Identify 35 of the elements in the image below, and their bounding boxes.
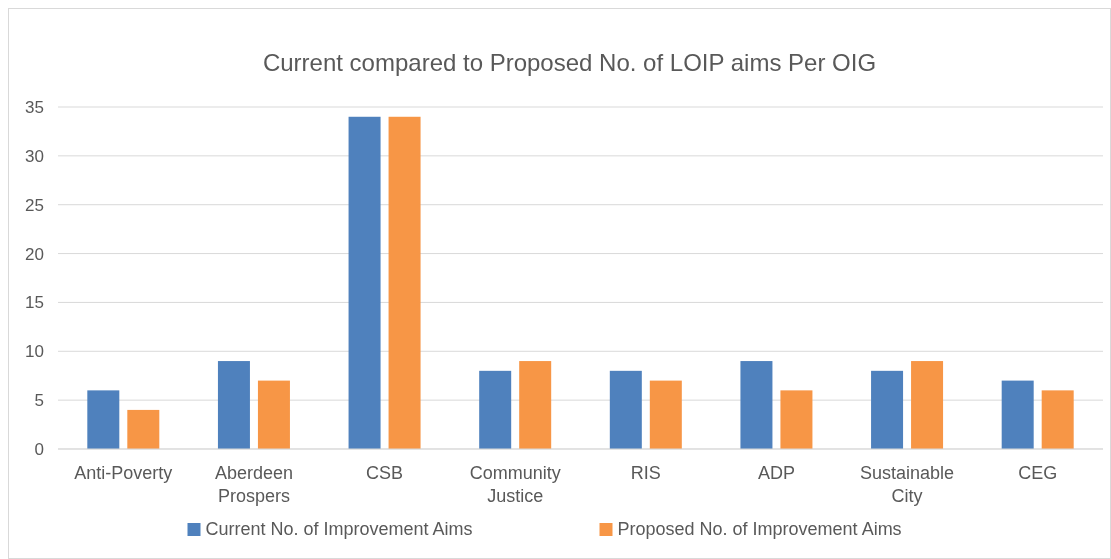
bar xyxy=(519,361,552,449)
bar xyxy=(87,390,120,449)
x-tick-label: CSB xyxy=(366,463,404,483)
y-tick-label: 35 xyxy=(25,97,44,117)
bar xyxy=(217,361,250,449)
x-tick-label: Anti-Poverty xyxy=(74,463,173,483)
bar xyxy=(1041,390,1074,449)
bar xyxy=(257,380,290,449)
x-tick-label: Sustainable City xyxy=(860,463,955,506)
y-tick-label: 10 xyxy=(25,342,44,362)
bar xyxy=(127,409,160,449)
x-tick-label: Community Justice xyxy=(469,463,561,506)
y-tick-label: 15 xyxy=(25,293,44,313)
x-tick-label: RIS xyxy=(630,463,661,483)
bar xyxy=(348,116,381,449)
bar xyxy=(911,361,944,449)
x-tick-label: CEG xyxy=(1018,463,1058,483)
bar xyxy=(479,370,512,449)
y-tick-label: 5 xyxy=(34,391,44,411)
y-tick-label: 20 xyxy=(25,244,44,264)
bar xyxy=(649,380,682,449)
bar xyxy=(740,361,773,449)
bar xyxy=(609,370,642,449)
legend-label: Proposed No. of Improvement Aims xyxy=(617,519,902,539)
y-tick-label: 25 xyxy=(25,195,44,215)
chart-title: Current compared to Proposed No. of LOIP aims Per OIG xyxy=(262,49,877,76)
legend-label: Current No. of Improvement Aims xyxy=(205,519,473,539)
bar xyxy=(1001,380,1034,449)
x-tick-label: ADP xyxy=(757,463,795,483)
bar xyxy=(388,116,421,449)
x-tick-label: Aberdeen Prospers xyxy=(214,463,293,506)
bar xyxy=(871,370,904,449)
y-tick-label: 30 xyxy=(25,146,44,166)
y-tick-label: 0 xyxy=(34,439,44,459)
bar xyxy=(780,390,813,449)
